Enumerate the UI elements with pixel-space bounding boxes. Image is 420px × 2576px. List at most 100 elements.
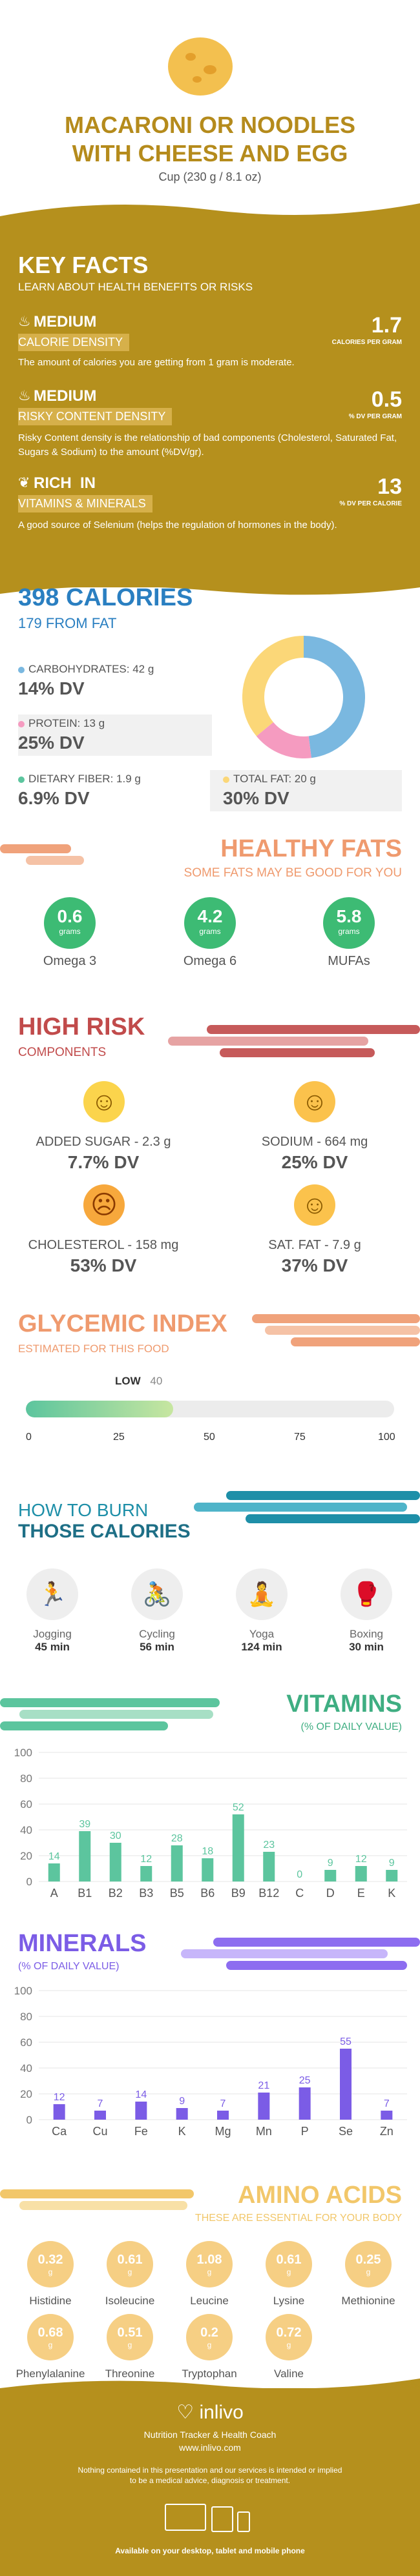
amino-value: 0.72 bbox=[276, 2326, 302, 2340]
bar-value-label: 7 bbox=[220, 2098, 226, 2109]
key-fact-unit: % DV PER CALORIE bbox=[339, 500, 402, 507]
amino-unit: g bbox=[286, 2340, 291, 2349]
bar-value-label: 25 bbox=[299, 2075, 311, 2086]
amino-valine: 0.72 g bbox=[266, 2314, 312, 2360]
protein-dot bbox=[18, 720, 25, 727]
bar-ca bbox=[53, 2104, 65, 2120]
activity-duration: 56 min bbox=[140, 1641, 174, 1653]
page-title-line2: WITH CHEESE AND EGG bbox=[72, 140, 348, 167]
carbs-label: CARBOHYDRATES: 42 g bbox=[28, 663, 154, 675]
amino-unit: g bbox=[48, 2267, 53, 2277]
footer-url[interactable]: www.inlivo.com bbox=[179, 2442, 241, 2453]
x-tick-label: P bbox=[301, 2125, 309, 2138]
bar-e bbox=[355, 1866, 367, 1881]
x-tick-label: B2 bbox=[109, 1887, 123, 1900]
bar-b3 bbox=[140, 1866, 152, 1881]
activity-label: Cycling bbox=[139, 1628, 175, 1640]
y-tick-label: 40 bbox=[20, 1824, 32, 1836]
x-tick-label: B3 bbox=[139, 1887, 153, 1900]
key-fact-level: MEDIUM bbox=[34, 313, 97, 330]
x-tick-label: K bbox=[388, 1887, 395, 1900]
sodium-face-icon: ☺ bbox=[294, 1081, 335, 1122]
key-facts-section: KEY FACTS LEARN ABOUT HEALTH BENEFITS OR… bbox=[0, 203, 420, 595]
y-tick-label: 20 bbox=[20, 1850, 32, 1862]
bar-a bbox=[48, 1863, 60, 1881]
sodium-label: SODIUM - 664 mg bbox=[261, 1135, 368, 1149]
amino-unit: g bbox=[207, 2340, 212, 2349]
omega6-unit: grams bbox=[199, 927, 221, 936]
carbs-info: CARBOHYDRATES: 42 g 14% DV bbox=[18, 663, 154, 699]
x-tick-label: B12 bbox=[258, 1887, 279, 1900]
sat-fat-dv: 37% DV bbox=[281, 1255, 348, 1275]
healthy-fats-section: HEALTHY FATS SOME FATS MAY BE GOOD FOR Y… bbox=[0, 833, 420, 981]
glycemic-section: GLYCEMIC INDEX ESTIMATED FOR THIS FOOD L… bbox=[0, 1310, 420, 1459]
key-fact-desc: The amount of calories you are getting f… bbox=[18, 357, 295, 368]
bar-b2 bbox=[109, 1843, 121, 1881]
amino-unit: g bbox=[127, 2267, 132, 2277]
activity-duration: 124 min bbox=[241, 1641, 282, 1653]
header: MACARONI OR NOODLES WITH CHEESE AND EGG … bbox=[0, 0, 420, 183]
key-fact-unit: % DV PER GRAM bbox=[348, 413, 402, 420]
omega3-unit: grams bbox=[59, 927, 81, 936]
calories-section: 398 CALORIES 179 FROM FAT CARBOHYDRATES:… bbox=[0, 584, 420, 823]
mufas-bubble: 5.8 grams bbox=[323, 897, 375, 949]
x-tick-label: C bbox=[295, 1887, 304, 1900]
glycemic-value: 40 bbox=[150, 1375, 163, 1387]
decor-stripe bbox=[181, 1949, 388, 1958]
omega3-bubble: 0.6 grams bbox=[44, 897, 96, 949]
key-fact-value: 0.5 bbox=[371, 387, 402, 412]
bar-value-label: 14 bbox=[135, 2089, 147, 2100]
decor-stripe bbox=[213, 1938, 420, 1947]
activity-label: Boxing bbox=[350, 1628, 383, 1640]
flame-icon: ♨ bbox=[18, 313, 31, 329]
bar-value-label: 28 bbox=[171, 1833, 183, 1844]
glycemic-title: GLYCEMIC INDEX bbox=[18, 1310, 227, 1337]
fiber-info: DIETARY FIBER: 1.9 g 6.9% DV bbox=[18, 773, 141, 809]
bar-mn bbox=[258, 2093, 270, 2120]
bar-value-label: 18 bbox=[202, 1846, 213, 1857]
cholesterol-dv: 53% DV bbox=[70, 1255, 137, 1275]
key-fact-value: 1.7 bbox=[371, 313, 402, 338]
burn-title-line1: HOW TO BURN bbox=[18, 1500, 149, 1520]
sat-fat-face-icon: ☺ bbox=[294, 1184, 335, 1226]
bar-value-label: 12 bbox=[140, 1854, 152, 1865]
key-fact-unit: CALORIES PER GRAM bbox=[331, 339, 402, 346]
amino-threonine: 0.51 g bbox=[107, 2314, 153, 2360]
key-fact-label: CALORIE DENSITY bbox=[18, 334, 130, 351]
bar-value-label: 12 bbox=[54, 2092, 65, 2103]
amino-unit: g bbox=[48, 2340, 53, 2349]
fat-dot bbox=[223, 776, 229, 783]
leaf-icon: ❦ bbox=[18, 474, 30, 491]
bar-b9 bbox=[232, 1814, 244, 1881]
amino-value: 0.61 bbox=[117, 2253, 143, 2267]
glycemic-track bbox=[26, 1401, 394, 1417]
page-title-line1: MACARONI OR NOODLES bbox=[65, 112, 355, 138]
activity-yoga: 🧘 Yoga 124 min bbox=[233, 1568, 291, 1654]
bar-k bbox=[386, 1870, 398, 1881]
amino-label: Phenylalanine bbox=[16, 2368, 85, 2380]
decor-stripe bbox=[207, 1025, 420, 1034]
x-tick-label: B9 bbox=[231, 1887, 246, 1900]
glycemic-tick-75: 75 bbox=[294, 1432, 306, 1443]
protein-slice bbox=[256, 722, 311, 758]
burn-title-line2: THOSE CALORIES bbox=[18, 1521, 191, 1542]
bar-p bbox=[299, 2087, 311, 2120]
amino-label: Tryptophan bbox=[182, 2368, 237, 2380]
key-fact-level: MEDIUM bbox=[34, 387, 97, 405]
key-fact-label: VITAMINS & MINERALS bbox=[18, 495, 152, 512]
amino-title: AMINO ACIDS bbox=[237, 2182, 402, 2209]
footer-tagline: Nutrition Tracker & Health Coach bbox=[143, 2429, 277, 2440]
bar-d bbox=[324, 1870, 337, 1881]
phone-icon bbox=[237, 2511, 250, 2532]
bar-b6 bbox=[202, 1858, 214, 1881]
glycemic-subtitle: ESTIMATED FOR THIS FOOD bbox=[18, 1343, 169, 1355]
y-tick-label: 80 bbox=[20, 2011, 32, 2023]
decor-stripe bbox=[0, 1721, 168, 1730]
amino-label: Histidine bbox=[29, 2295, 72, 2307]
activity-label: Yoga bbox=[249, 1628, 275, 1640]
y-tick-label: 60 bbox=[20, 2036, 32, 2049]
decor-stripe bbox=[291, 1337, 420, 1346]
amino-subtitle: THESE ARE ESSENTIAL FOR YOUR BODY bbox=[194, 2213, 402, 2224]
key-facts-title: KEY FACTS bbox=[18, 252, 149, 278]
vitamins-title: VITAMINS bbox=[286, 1690, 402, 1718]
